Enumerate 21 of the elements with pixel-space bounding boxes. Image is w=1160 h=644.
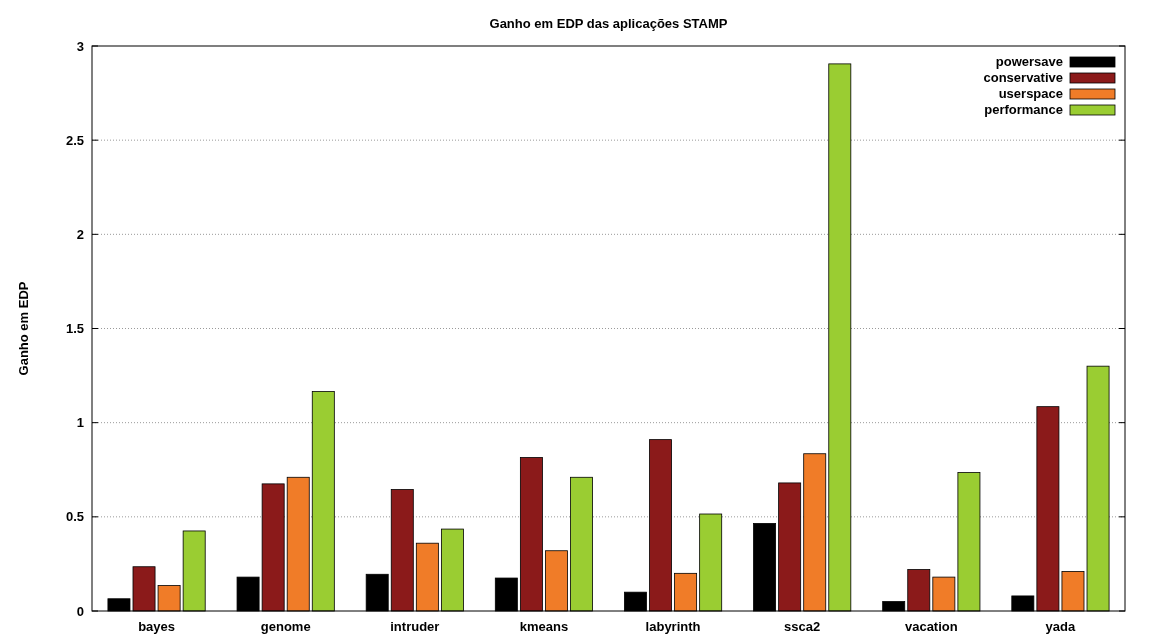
legend-label: conservative (983, 70, 1063, 85)
x-tick-label: yada (1045, 619, 1077, 634)
x-tick-label: labyrinth (645, 619, 701, 634)
chart-title: Ganho em EDP das aplicações STAMP (489, 16, 728, 31)
x-tick-label: intruder (390, 619, 440, 634)
x-tick-label: ssca2 (784, 619, 821, 634)
y-tick-label: 1 (76, 415, 84, 431)
x-tick-label: genome (260, 619, 311, 634)
y-tick-label: 0.5 (65, 509, 84, 525)
legend-label: powersave (995, 54, 1063, 69)
y-tick-label: 2 (76, 226, 84, 242)
legend-label: performance (984, 102, 1063, 117)
y-tick-label: 0 (76, 603, 84, 619)
y-tick-label: 1.5 (65, 321, 84, 337)
x-tick-label: kmeans (519, 619, 569, 634)
legend-label: userspace (998, 86, 1063, 101)
y-tick-label: 3 (76, 38, 84, 54)
y-tick-label: 2.5 (65, 132, 84, 148)
x-tick-label: vacation (904, 619, 958, 634)
x-tick-label: bayes (138, 619, 175, 634)
y-axis-title: Ganho em EDP (16, 281, 31, 376)
